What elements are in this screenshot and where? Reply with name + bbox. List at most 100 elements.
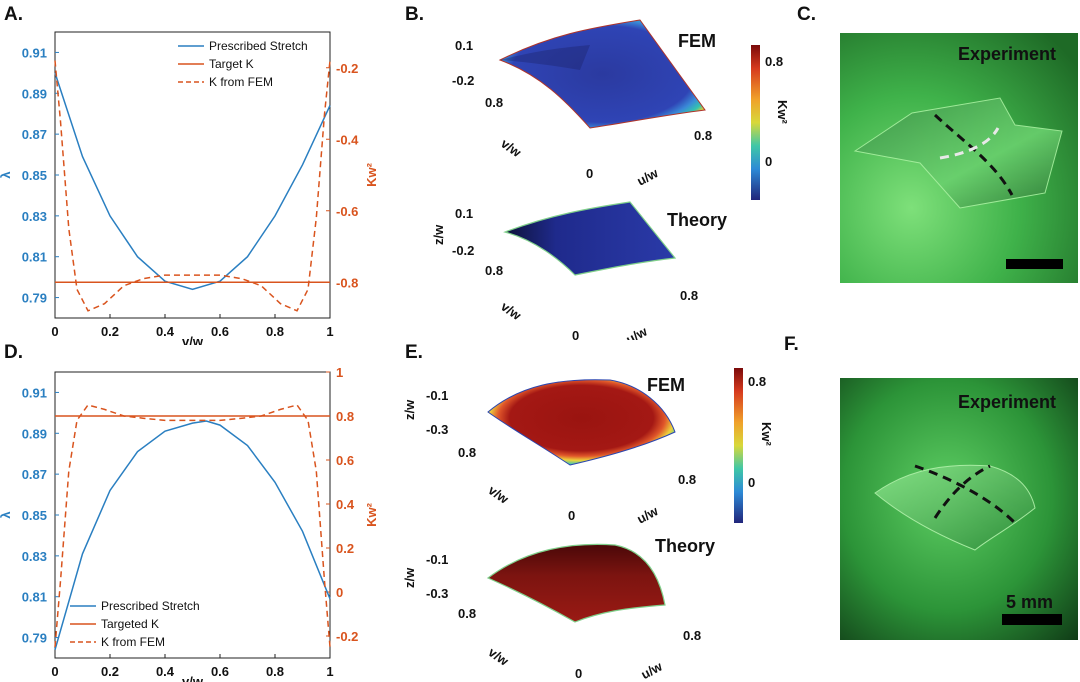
- x-tick-label: 0.2: [101, 664, 119, 679]
- x-axis-label: v/w: [182, 334, 204, 345]
- z-axis-label-e-top: z/w: [402, 399, 417, 420]
- theory-surface-e: [486, 543, 666, 623]
- v-tick-b-top-2: 0: [586, 166, 593, 181]
- z-axis-label-e-bottom: z/w: [402, 567, 417, 588]
- u-tick-e-bottom-2: 0.8: [683, 628, 701, 643]
- colorbar-b-tick-high: 0.8: [765, 54, 783, 69]
- y-left-tick-label: 0.91: [22, 385, 47, 400]
- x-tick-label: 0.4: [156, 664, 175, 679]
- y-right-tick-label: -0.2: [336, 61, 358, 76]
- v-tick-e-top-2: 0: [568, 508, 575, 523]
- colorbar-e-tick-high: 0.8: [748, 374, 766, 389]
- x-tick-label: 0.8: [266, 664, 284, 679]
- theory-surface-b: [503, 201, 677, 276]
- y-left-tick-label: 0.89: [22, 86, 47, 101]
- v-tick-e-bottom-1: 0.8: [458, 606, 476, 621]
- u-tick-e-top-2: 0.8: [678, 472, 696, 487]
- y-right-tick-label: 0: [336, 585, 343, 600]
- chart-d: 0.910.890.870.850.830.810.7910.80.60.40.…: [0, 365, 379, 682]
- v-tick-b-top-1: 0.8: [485, 95, 503, 110]
- fem-surface-e: [487, 379, 676, 466]
- photo-c: Experiment: [840, 33, 1078, 283]
- theory-title-e: Theory: [655, 536, 715, 556]
- experiment-title-c: Experiment: [958, 44, 1056, 64]
- z-tick-b-top-2: -0.2: [452, 73, 474, 88]
- colorbar-e-label: Kw²: [759, 422, 774, 447]
- y-left-tick-label: 0.91: [22, 45, 47, 60]
- colorbar-e: [734, 368, 743, 523]
- y-left-tick-label: 0.89: [22, 426, 47, 441]
- v-axis-label-e-bottom: v/w: [486, 644, 512, 669]
- u-tick-b-bottom-2: 0.8: [680, 288, 698, 303]
- v-tick-b-bottom-1: 0.8: [485, 263, 503, 278]
- legend-label: Prescribed Stretch: [101, 599, 200, 613]
- series-prescribed-stretch: [54, 420, 331, 651]
- x-tick-label: 0: [51, 664, 58, 679]
- y-right-axis-label: Kw²: [364, 162, 379, 187]
- u-axis-label-e-top: u/w: [634, 503, 661, 527]
- y-left-tick-label: 0.87: [22, 467, 47, 482]
- z-tick-b-bottom-1: 0.1: [455, 206, 473, 221]
- y-right-axis-label: Kw²: [364, 502, 379, 527]
- u-axis-label-b-top: u/w: [634, 165, 661, 189]
- x-tick-label: 0: [51, 324, 58, 339]
- z-tick-e-top-1: -0.1: [426, 388, 448, 403]
- u-axis-label-b-bottom: u/w: [623, 323, 650, 340]
- y-left-tick-label: 0.79: [22, 631, 47, 646]
- y-right-tick-label: 0.6: [336, 453, 354, 468]
- z-tick-e-top-2: -0.3: [426, 422, 448, 437]
- colorbar-e-tick-low: 0: [748, 475, 755, 490]
- y-left-tick-label: 0.81: [22, 250, 47, 265]
- u-tick-b-top-2: 0.8: [694, 128, 712, 143]
- z-tick-b-top-1: 0.1: [455, 38, 473, 53]
- panel-b-surfaces: z/w 0.1 -0.2 0.8 0 v/w 0.8 u/w FEM 0.8 0…: [431, 19, 790, 340]
- scale-bar-f: [1002, 614, 1062, 625]
- v-tick-b-bottom-2: 0: [572, 328, 579, 340]
- theory-title-b: Theory: [667, 210, 727, 230]
- dashed-line-f-2: [933, 464, 991, 519]
- x-tick-label: 0.6: [211, 664, 229, 679]
- chart-a: 0.910.890.870.850.830.810.79-0.2-0.4-0.6…: [0, 31, 379, 345]
- y-left-tick-label: 0.79: [22, 291, 47, 306]
- sheet-f: [874, 464, 1036, 551]
- legend-label: Targeted K: [101, 617, 159, 631]
- panel-letter-b: B.: [405, 4, 424, 25]
- photo-f: Experiment 5 mm: [840, 378, 1078, 640]
- y-right-tick-label: 0.4: [336, 497, 355, 512]
- y-left-tick-label: 0.85: [22, 508, 47, 523]
- z-tick-b-bottom-2: -0.2: [452, 243, 474, 258]
- y-right-tick-label: -0.6: [336, 204, 358, 219]
- colorbar-b-label: Kw²: [775, 100, 790, 125]
- u-axis-label-e-bottom: u/w: [638, 658, 665, 682]
- z-tick-e-bottom-2: -0.3: [426, 586, 448, 601]
- y-left-tick-label: 0.83: [22, 209, 47, 224]
- y-right-tick-label: -0.2: [336, 629, 358, 644]
- plot-frame: [54, 371, 331, 659]
- panel-letter-f: F.: [784, 334, 799, 355]
- v-axis-label-b-bottom: v/w: [498, 299, 524, 324]
- scale-bar-c: [1006, 259, 1063, 269]
- fem-title-b: FEM: [678, 31, 716, 51]
- colorbar-b-tick-low: 0: [765, 154, 772, 169]
- series-k-from-fem: [54, 404, 331, 648]
- x-axis-label: v/w: [182, 674, 204, 682]
- y-left-tick-label: 0.87: [22, 127, 47, 142]
- z-axis-label-b-bottom: z/w: [431, 224, 446, 245]
- fem-title-e: FEM: [647, 375, 685, 395]
- panel-letter-a: A.: [4, 4, 23, 25]
- experiment-title-f: Experiment: [958, 392, 1056, 412]
- panel-letter-e: E.: [405, 342, 423, 363]
- y-right-tick-label: -0.4: [336, 132, 359, 147]
- y-right-tick-label: -0.8: [336, 275, 358, 290]
- panel-letter-d: D.: [4, 342, 23, 363]
- legend-label: K from FEM: [101, 635, 165, 649]
- panel-letter-c: C.: [797, 4, 816, 25]
- x-tick-label: 0.8: [266, 324, 284, 339]
- v-tick-e-bottom-2: 0: [575, 666, 582, 681]
- legend-label: Target K: [209, 57, 254, 71]
- legend-label: Prescribed Stretch: [209, 39, 308, 53]
- x-tick-label: 0.4: [156, 324, 175, 339]
- y-right-tick-label: 0.8: [336, 409, 354, 424]
- x-tick-label: 0.2: [101, 324, 119, 339]
- series-prescribed-stretch: [54, 72, 331, 291]
